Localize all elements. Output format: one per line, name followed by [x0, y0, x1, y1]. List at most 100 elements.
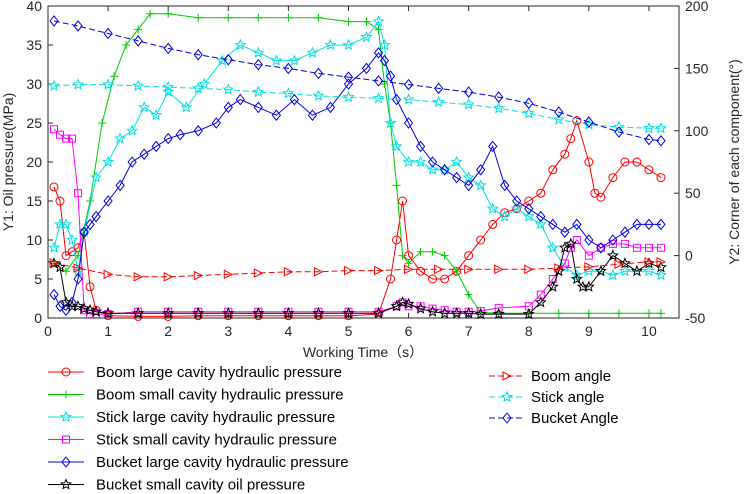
data-point: [620, 239, 629, 248]
data-point: [414, 302, 427, 314]
data-point: [223, 269, 234, 280]
data-point: [392, 235, 402, 245]
data-point: [618, 264, 631, 277]
data-point: [486, 202, 499, 214]
y-left-tick-label: 25: [26, 115, 42, 131]
data-point: [440, 251, 449, 260]
data-point: [344, 17, 353, 26]
data-point: [373, 75, 384, 87]
data-point: [474, 307, 487, 320]
data-point: [522, 307, 535, 320]
data-point: [55, 196, 65, 206]
data-point: [620, 157, 630, 167]
legend-marker: [500, 390, 514, 403]
x-tick-label: 10: [641, 323, 657, 339]
axes: 0 1 2 3 4 5 6 7 8 9 100510152025303540-50050100150…: [26, 0, 708, 339]
data-point: [175, 128, 185, 141]
data-point: [554, 106, 564, 118]
data-point: [85, 282, 95, 292]
legend-marker: [62, 435, 70, 444]
x-tick-label: 0: [44, 323, 52, 339]
y-right-tick-label: 0: [685, 248, 693, 264]
data-point: [414, 155, 427, 168]
data-point: [450, 155, 463, 168]
legend-label: Bucket Angle: [531, 410, 619, 427]
data-point: [582, 280, 595, 292]
data-point: [162, 85, 175, 97]
data-point: [223, 53, 233, 66]
data-point: [150, 108, 163, 121]
data-point: [398, 196, 408, 206]
data-point: [439, 163, 450, 176]
data-point: [360, 30, 373, 43]
data-point: [584, 251, 593, 260]
data-point: [192, 82, 205, 94]
data-point: [103, 269, 114, 280]
data-point: [632, 218, 642, 231]
legend-entry: Bucket large cavity hydraulic pressure: [48, 454, 349, 471]
data-point: [392, 181, 401, 190]
data-point: [644, 309, 653, 318]
data-point: [163, 311, 173, 321]
data-point: [596, 192, 606, 202]
series-line: [53, 51, 661, 311]
data-point: [492, 101, 505, 114]
x-tick-label: 4: [284, 323, 292, 339]
data-point: [546, 280, 559, 292]
data-point: [608, 173, 618, 183]
y-left-tick-label: 0: [34, 310, 42, 326]
data-point: [192, 307, 205, 319]
data-point: [378, 38, 391, 51]
data-point: [594, 264, 607, 277]
y-left-axis-label: Y1: Oil pressure(MPa): [0, 93, 16, 231]
data-point: [554, 309, 563, 318]
data-point: [90, 305, 103, 317]
data-point: [632, 243, 641, 252]
legend-label: Stick large cavity hydraulic pressure: [96, 409, 335, 426]
data-point: [151, 140, 161, 153]
data-point: [450, 307, 463, 319]
legend-label: Bucket small cavity oil pressure: [96, 477, 305, 494]
data-point: [102, 78, 115, 90]
data-point: [374, 25, 383, 34]
x-tick-label: 8: [525, 323, 533, 339]
data-point: [114, 132, 127, 144]
data-point: [433, 82, 444, 95]
series-line: [53, 84, 661, 129]
data-point: [55, 300, 65, 313]
legend-entry: Stick small cavity hydraulic pressure: [48, 432, 337, 449]
data-point: [654, 268, 667, 281]
data-point: [73, 263, 84, 273]
data-point: [656, 257, 667, 267]
series-line: [53, 243, 662, 315]
data-point: [644, 218, 654, 231]
data-point: [194, 13, 203, 22]
data-point: [656, 309, 665, 318]
data-point: [222, 306, 235, 319]
data-point: [122, 41, 131, 49]
y-left-tick-label: 40: [26, 0, 42, 14]
data-point: [404, 259, 413, 268]
legend-label: Boom large cavity hydraulic pressure: [96, 364, 342, 381]
legend-entry: Boom large cavity hydraulic pressure: [48, 364, 342, 381]
legend-marker: [62, 390, 70, 399]
data-point: [72, 300, 85, 312]
legend-marker: [502, 371, 513, 381]
data-point: [416, 266, 426, 276]
data-point: [91, 210, 101, 223]
data-point: [307, 109, 318, 122]
legend-marker: [59, 478, 73, 490]
data-point: [48, 241, 61, 253]
data-point: [49, 182, 59, 192]
data-point: [73, 273, 83, 285]
data-point: [403, 117, 414, 129]
data-point: [103, 195, 113, 207]
data-point: [427, 156, 438, 168]
y-left-tick-label: 15: [26, 193, 42, 209]
data-point: [163, 272, 174, 282]
data-point: [386, 274, 396, 284]
data-point: [162, 80, 175, 93]
data-point: [438, 163, 451, 175]
legend-entry: Stick large cavity hydraulic pressure: [48, 409, 335, 426]
data-point: [570, 272, 583, 285]
